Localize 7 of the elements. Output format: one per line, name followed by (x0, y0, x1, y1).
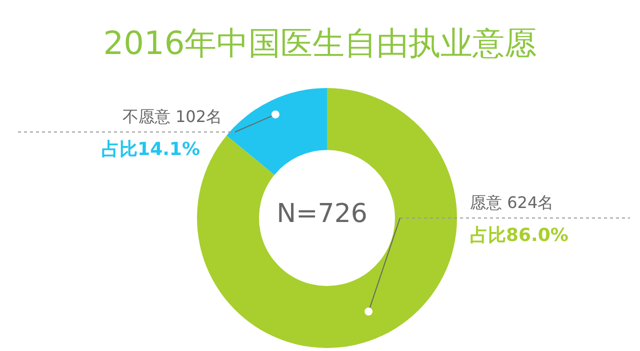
chart-title: 2016年中国医生自由执业意愿 (102, 23, 538, 64)
text: 占比86.0% (470, 225, 568, 246)
donut-slice (226, 88, 327, 175)
text: N=726 (276, 199, 368, 229)
slice-label: 不愿意 102名 (122, 107, 222, 126)
slice-label: 愿意 624名 (470, 193, 554, 212)
text: 占比14.1% (102, 139, 200, 160)
